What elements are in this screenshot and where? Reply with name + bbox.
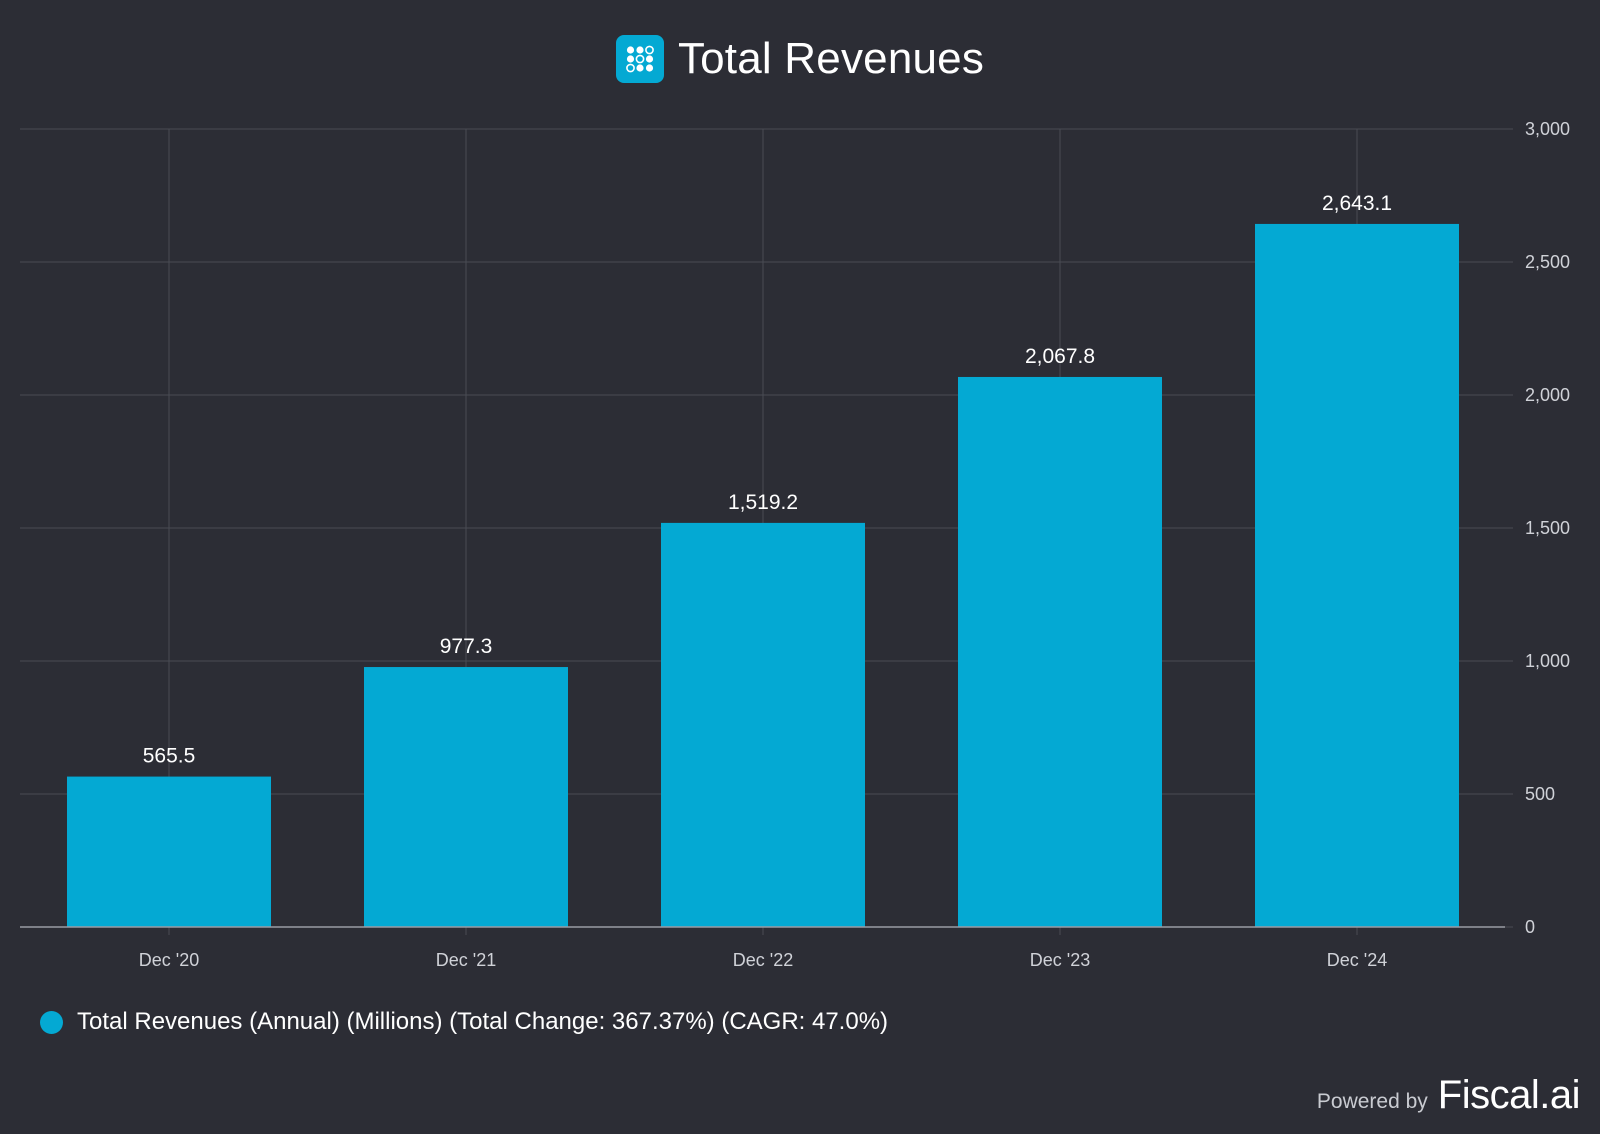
x-tick-label: Dec '21 [436,950,496,970]
data-label: 977.3 [440,635,493,658]
bar[interactable] [1255,223,1459,927]
legend-marker [40,1010,63,1034]
fiscal-logo-icon [615,35,664,83]
x-tick-label: Dec '23 [1030,950,1090,970]
y-tick-label: 2,000 [1525,385,1570,405]
bar[interactable] [67,776,271,927]
bar[interactable] [661,522,865,927]
x-tick-label: Dec '24 [1327,950,1387,970]
y-tick-label: 1,000 [1525,651,1570,671]
data-label: 565.5 [143,745,196,768]
chart-title: Total Revenues [677,34,985,83]
chart-header: Total Revenues [0,34,1600,84]
x-tick-label: Dec '20 [139,950,199,970]
bar[interactable] [958,376,1162,927]
y-tick-label: 2,500 [1525,252,1570,272]
y-tick-label: 3,000 [1525,119,1570,139]
powered-by-text: Powered by [1316,1090,1428,1113]
data-label: 1,519.2 [728,491,798,514]
footer: Powered by Fiscal.ai [1316,1073,1581,1118]
y-tick-label: 1,500 [1525,518,1570,538]
brand-logo[interactable]: Fiscal.ai [1437,1073,1581,1117]
bar[interactable] [364,667,568,927]
data-label: 2,643.1 [1322,192,1392,215]
legend-label: Total Revenues (Annual) (Millions) (Tota… [77,1008,889,1035]
y-tick-label: 0 [1525,917,1535,937]
y-tick-label: 500 [1525,784,1555,804]
legend[interactable]: Total Revenues (Annual) (Millions) (Tota… [40,1008,888,1036]
data-label: 2,067.8 [1025,345,1095,368]
x-tick-label: Dec '22 [733,950,793,970]
